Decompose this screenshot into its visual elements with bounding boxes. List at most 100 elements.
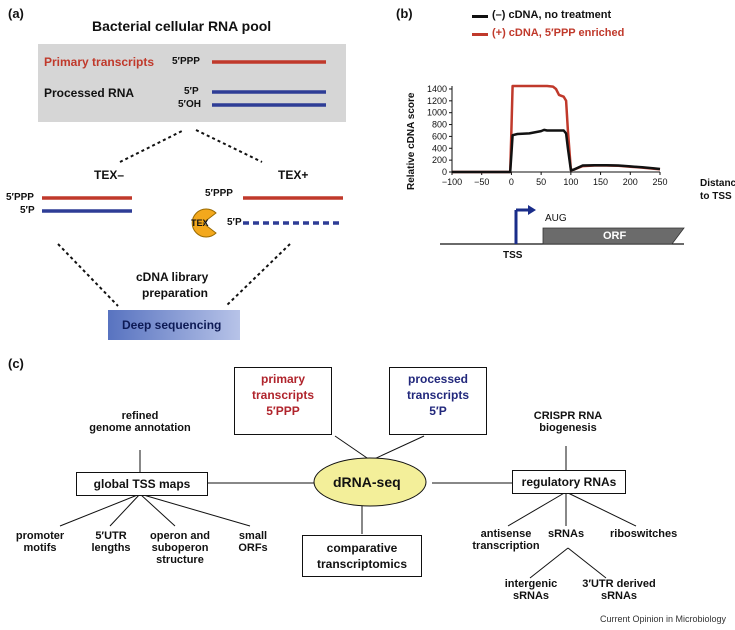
panel-c-label: (c) — [8, 356, 24, 371]
x-tick-label-4: 100 — [563, 177, 578, 187]
primary-transcripts-label: Primary transcripts — [44, 55, 155, 69]
utr3-line-2: sRNAs — [600, 590, 638, 602]
utr3-derived-srnas: 3′UTR derived sRNAs — [572, 578, 666, 602]
tex-minus-label: TEX– — [94, 168, 125, 182]
tex-minus-ppp-label: 5′PPP — [6, 192, 34, 203]
operon-line-1: operon and — [150, 530, 210, 542]
antisense-line-1: antisense — [480, 528, 532, 540]
operon-line-3: structure — [156, 554, 204, 566]
refined-line-1: refined — [121, 410, 159, 422]
cdna-line-2: preparation — [142, 286, 209, 300]
y-tick-label-5: 1000 — [427, 108, 447, 118]
global-tss-box: global TSS maps — [76, 472, 208, 496]
deep-sequencing-box — [108, 310, 240, 340]
primary-end-label: 5′PPP — [172, 56, 200, 67]
primary-box-line-1: primary — [260, 372, 306, 386]
processed-box-line-2: transcripts — [406, 388, 470, 402]
promoter-line-2: motifs — [23, 542, 57, 554]
primary-box-line-2: transcripts — [251, 388, 315, 402]
comparative-line-2: transcriptomics — [316, 557, 408, 571]
tex-minus-p-label: 5′P — [20, 205, 35, 216]
hub-primary-line — [334, 435, 371, 461]
series-line-1 — [452, 84, 661, 174]
crispr-line-1: CRISPR RNA — [533, 410, 603, 422]
legend-text-1: (+) cDNA, 5′PPP enriched — [492, 27, 625, 39]
x-tick-label-0: −100 — [442, 177, 462, 187]
riboswitches-label: riboswitches — [610, 528, 678, 540]
utr5-line-2: lengths — [91, 542, 131, 554]
tss-promoter-line — [59, 493, 141, 527]
x-tick-label-6: 200 — [623, 177, 638, 187]
reg-riboswitch-line — [565, 491, 637, 527]
x-tick-label-3: 50 — [536, 177, 546, 187]
x-tick-label-7: 250 — [652, 177, 667, 187]
tex-enzyme-icon — [191, 208, 217, 238]
tex-badge: TEX — [191, 218, 209, 228]
panel-c-connectors — [59, 435, 637, 579]
intergenic-line-1: intergenic — [504, 578, 558, 590]
promoter-motifs: promoter motifs — [10, 530, 70, 554]
x-tick-label-1: −50 — [474, 177, 489, 187]
antisense-line-2: transcription — [472, 540, 540, 552]
srna-intergenic-line — [529, 547, 569, 579]
small-orfs: small ORFs — [226, 530, 280, 554]
aug-label: AUG — [545, 213, 567, 224]
y-tick-label-2: 400 — [432, 143, 447, 153]
processed-transcripts-box: processed transcripts 5′P — [389, 367, 487, 435]
processed-box-line-3: 5′P — [429, 404, 447, 418]
orf-label: ORF — [603, 230, 627, 242]
primary-transcripts-box: primary transcripts 5′PPP — [234, 367, 332, 435]
drna-seq-ellipse — [313, 457, 427, 507]
x-tick-label-5: 150 — [593, 177, 608, 187]
x-tick-label-2: 0 — [509, 177, 514, 187]
operon-structure: operon and suboperon structure — [144, 530, 216, 566]
primary-box-line-3: 5′PPP — [266, 404, 300, 418]
processed-box-line-1: processed — [407, 372, 469, 386]
antisense-transcription: antisense transcription — [464, 528, 548, 552]
y-tick-label-7: 1400 — [427, 84, 447, 94]
utr5-line-1: 5′UTR — [95, 530, 127, 542]
panel-a-title: Bacterial cellular RNA pool — [92, 18, 272, 34]
gene-model — [440, 205, 685, 245]
promoter-line-1: promoter — [15, 530, 65, 542]
refined-line-2: genome annotation — [89, 422, 191, 434]
crispr-label: CRISPR RNA biogenesis — [524, 410, 612, 434]
reg-antisense-line — [507, 491, 567, 527]
panel-a-diagram — [38, 44, 346, 340]
tss-smallorf-line — [139, 493, 251, 527]
split-right-line — [195, 129, 263, 163]
series-line-0 — [452, 128, 661, 174]
legend-swatch-0 — [472, 15, 488, 18]
deep-sequencing-label: Deep sequencing — [122, 318, 222, 332]
y-tick-label-4: 800 — [432, 120, 447, 130]
y-tick-label-0: 0 — [442, 167, 447, 177]
utr5-lengths: 5′UTR lengths — [82, 530, 140, 554]
operon-line-2: suboperon — [151, 542, 209, 554]
hub-processed-line — [371, 435, 425, 461]
panel-b-label: (b) — [396, 6, 413, 21]
comparative-line-1: comparative — [326, 541, 398, 555]
srna-utr3-line — [567, 547, 607, 579]
y-tick-label-1: 200 — [432, 155, 447, 165]
tex-plus-p-label: 5′P — [227, 217, 242, 228]
tss-label: TSS — [503, 250, 523, 261]
rna-pool-box — [38, 44, 346, 122]
y-tick-label-6: 1200 — [427, 96, 447, 106]
regulatory-rnas-box: regulatory RNAs — [512, 470, 626, 494]
chart-xlabel-2: to TSS — [700, 191, 732, 202]
small-orfs-line-1: small — [238, 530, 268, 542]
tss-arrow-head — [528, 205, 536, 215]
refined-annotation: refined genome annotation — [84, 410, 196, 434]
intergenic-line-2: sRNAs — [512, 590, 550, 602]
srnas-label: sRNAs — [548, 528, 585, 540]
tex-plus-label: TEX+ — [278, 168, 309, 182]
converge-right-line — [225, 243, 291, 307]
split-left-line — [119, 129, 185, 163]
processed-rna-label: Processed RNA — [44, 86, 135, 100]
tss-operon-line — [139, 493, 176, 527]
tex-plus-ppp-label: 5′PPP — [205, 188, 233, 199]
legend-swatch-1 — [472, 33, 488, 36]
small-orfs-line-2: ORFs — [238, 542, 268, 554]
utr3-line-1: 3′UTR derived — [582, 578, 656, 590]
orf-box — [542, 227, 685, 245]
